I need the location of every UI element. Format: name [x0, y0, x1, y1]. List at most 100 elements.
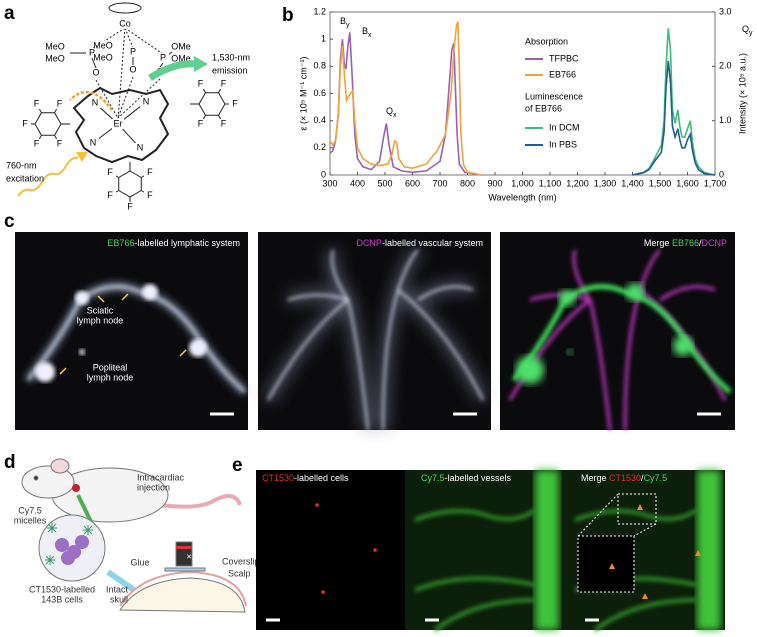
excitation-arrow [17, 156, 79, 197]
mouse-schematic [21, 458, 247, 613]
image-background [258, 232, 491, 430]
atom-label: Er [114, 118, 123, 128]
branch-vessels [414, 508, 537, 632]
label: 1,530-nm [212, 52, 250, 62]
schematic-label: skull [110, 594, 128, 604]
atom-label: F [147, 167, 153, 177]
series-line [632, 28, 716, 176]
cell-marker [637, 504, 643, 510]
merge-node [516, 356, 544, 384]
lymph-node [79, 349, 85, 355]
x-tick-label: 500 [377, 178, 392, 188]
caption-part: Merge [581, 473, 609, 483]
legend-title: Luminescence [525, 91, 583, 101]
atom-bg [140, 97, 152, 107]
caption-part: Cy7.5 [644, 473, 668, 483]
labelled-cell [61, 551, 75, 565]
bond [218, 88, 222, 93]
bond [91, 57, 97, 69]
image-background [15, 232, 248, 430]
micelle [47, 523, 57, 533]
caption-part: -labelled vessels [445, 473, 512, 483]
caption-part: CT1530 [262, 473, 294, 483]
peak-subscript: x [368, 32, 372, 39]
legend-title: of EB766 [525, 103, 562, 113]
atom-bg [90, 68, 102, 78]
caption-part: Cy7.5 [421, 473, 445, 483]
micelle [83, 525, 93, 535]
x-tick-label: 1,600 [676, 178, 699, 188]
atom-label: F [127, 201, 133, 211]
cp-ring [108, 2, 142, 14]
merge-node [559, 290, 575, 306]
schematic-label: Glue [130, 557, 149, 567]
atom-bg [127, 47, 139, 57]
schematic-label: ×25 [186, 551, 201, 561]
y-axis-label: ε (× 10⁵ M⁻¹ cm⁻¹) [298, 57, 308, 131]
x-tick-label: 1,200 [566, 178, 589, 188]
process-arrow [106, 569, 136, 593]
lymph-node [189, 339, 207, 357]
lymph-node [142, 284, 158, 300]
atom-bg [127, 65, 139, 75]
atom-bg [97, 41, 109, 51]
atom-label: N [137, 142, 144, 152]
cell-marker [642, 593, 648, 599]
label: 760-nm [6, 160, 37, 170]
atom-bg [217, 118, 230, 129]
atom-label: F [221, 118, 227, 128]
atom-label: N [143, 96, 150, 106]
legend-label: In PBS [549, 139, 577, 149]
peak-letter: Q [742, 24, 749, 34]
legend-label: EB766 [549, 69, 576, 79]
aryl-ring [34, 112, 62, 136]
y2-axis-label: Intensity (× 10⁵ a.u.) [737, 53, 747, 134]
atom-bg [86, 48, 98, 58]
schematic-label: Scalp [228, 568, 251, 578]
bond [38, 108, 42, 113]
bond [95, 79, 119, 119]
atom-label: O [129, 64, 136, 74]
x-axis-label: Wavelength (nm) [488, 192, 556, 202]
panel-letter: c [4, 211, 15, 232]
atom-label: P [130, 46, 136, 56]
bond [202, 88, 206, 93]
atom-bg [143, 167, 156, 178]
atom-bg [157, 53, 169, 63]
image-caption: Merge EB766/DCNP [644, 238, 727, 248]
y-tick-label: 1 [321, 34, 326, 44]
major-vessel [535, 470, 559, 630]
atom-label: N [90, 137, 97, 147]
label: excitation [6, 173, 44, 183]
caption-part: DCNP [701, 238, 727, 248]
atom-label: F [107, 190, 113, 200]
image-caption: CT1530-labelled cells [262, 473, 349, 483]
y2-tick-label: 3.0 [719, 6, 732, 16]
merge-node [673, 336, 693, 356]
merge-node [626, 283, 644, 301]
atom-label: P [160, 52, 166, 62]
objective-ring [176, 546, 192, 549]
x-tick-label: 400 [350, 178, 365, 188]
x-tick-label: 1,400 [621, 178, 644, 188]
labelled-cell [75, 535, 89, 549]
schematic-label: Coverslip [222, 556, 260, 566]
atom-label: OMe [171, 41, 191, 51]
panel-letter: a [4, 3, 15, 24]
image-caption: DCNP-labelled vascular system [356, 238, 483, 248]
aryl-ring [198, 92, 226, 116]
peak-label: Qy [742, 24, 753, 36]
bond [218, 115, 222, 120]
vascular-vessels [267, 249, 484, 431]
bond [202, 115, 206, 120]
scalp-layer [119, 570, 247, 607]
atom-label: F [57, 98, 63, 108]
atom-bg [194, 79, 207, 90]
peak-subscript: y [346, 22, 350, 29]
atom-bg [89, 98, 101, 108]
atom-bg [30, 99, 43, 110]
y-tick-label: 0.6 [313, 88, 326, 98]
bond [124, 27, 134, 49]
lymph-vessel [27, 285, 246, 393]
